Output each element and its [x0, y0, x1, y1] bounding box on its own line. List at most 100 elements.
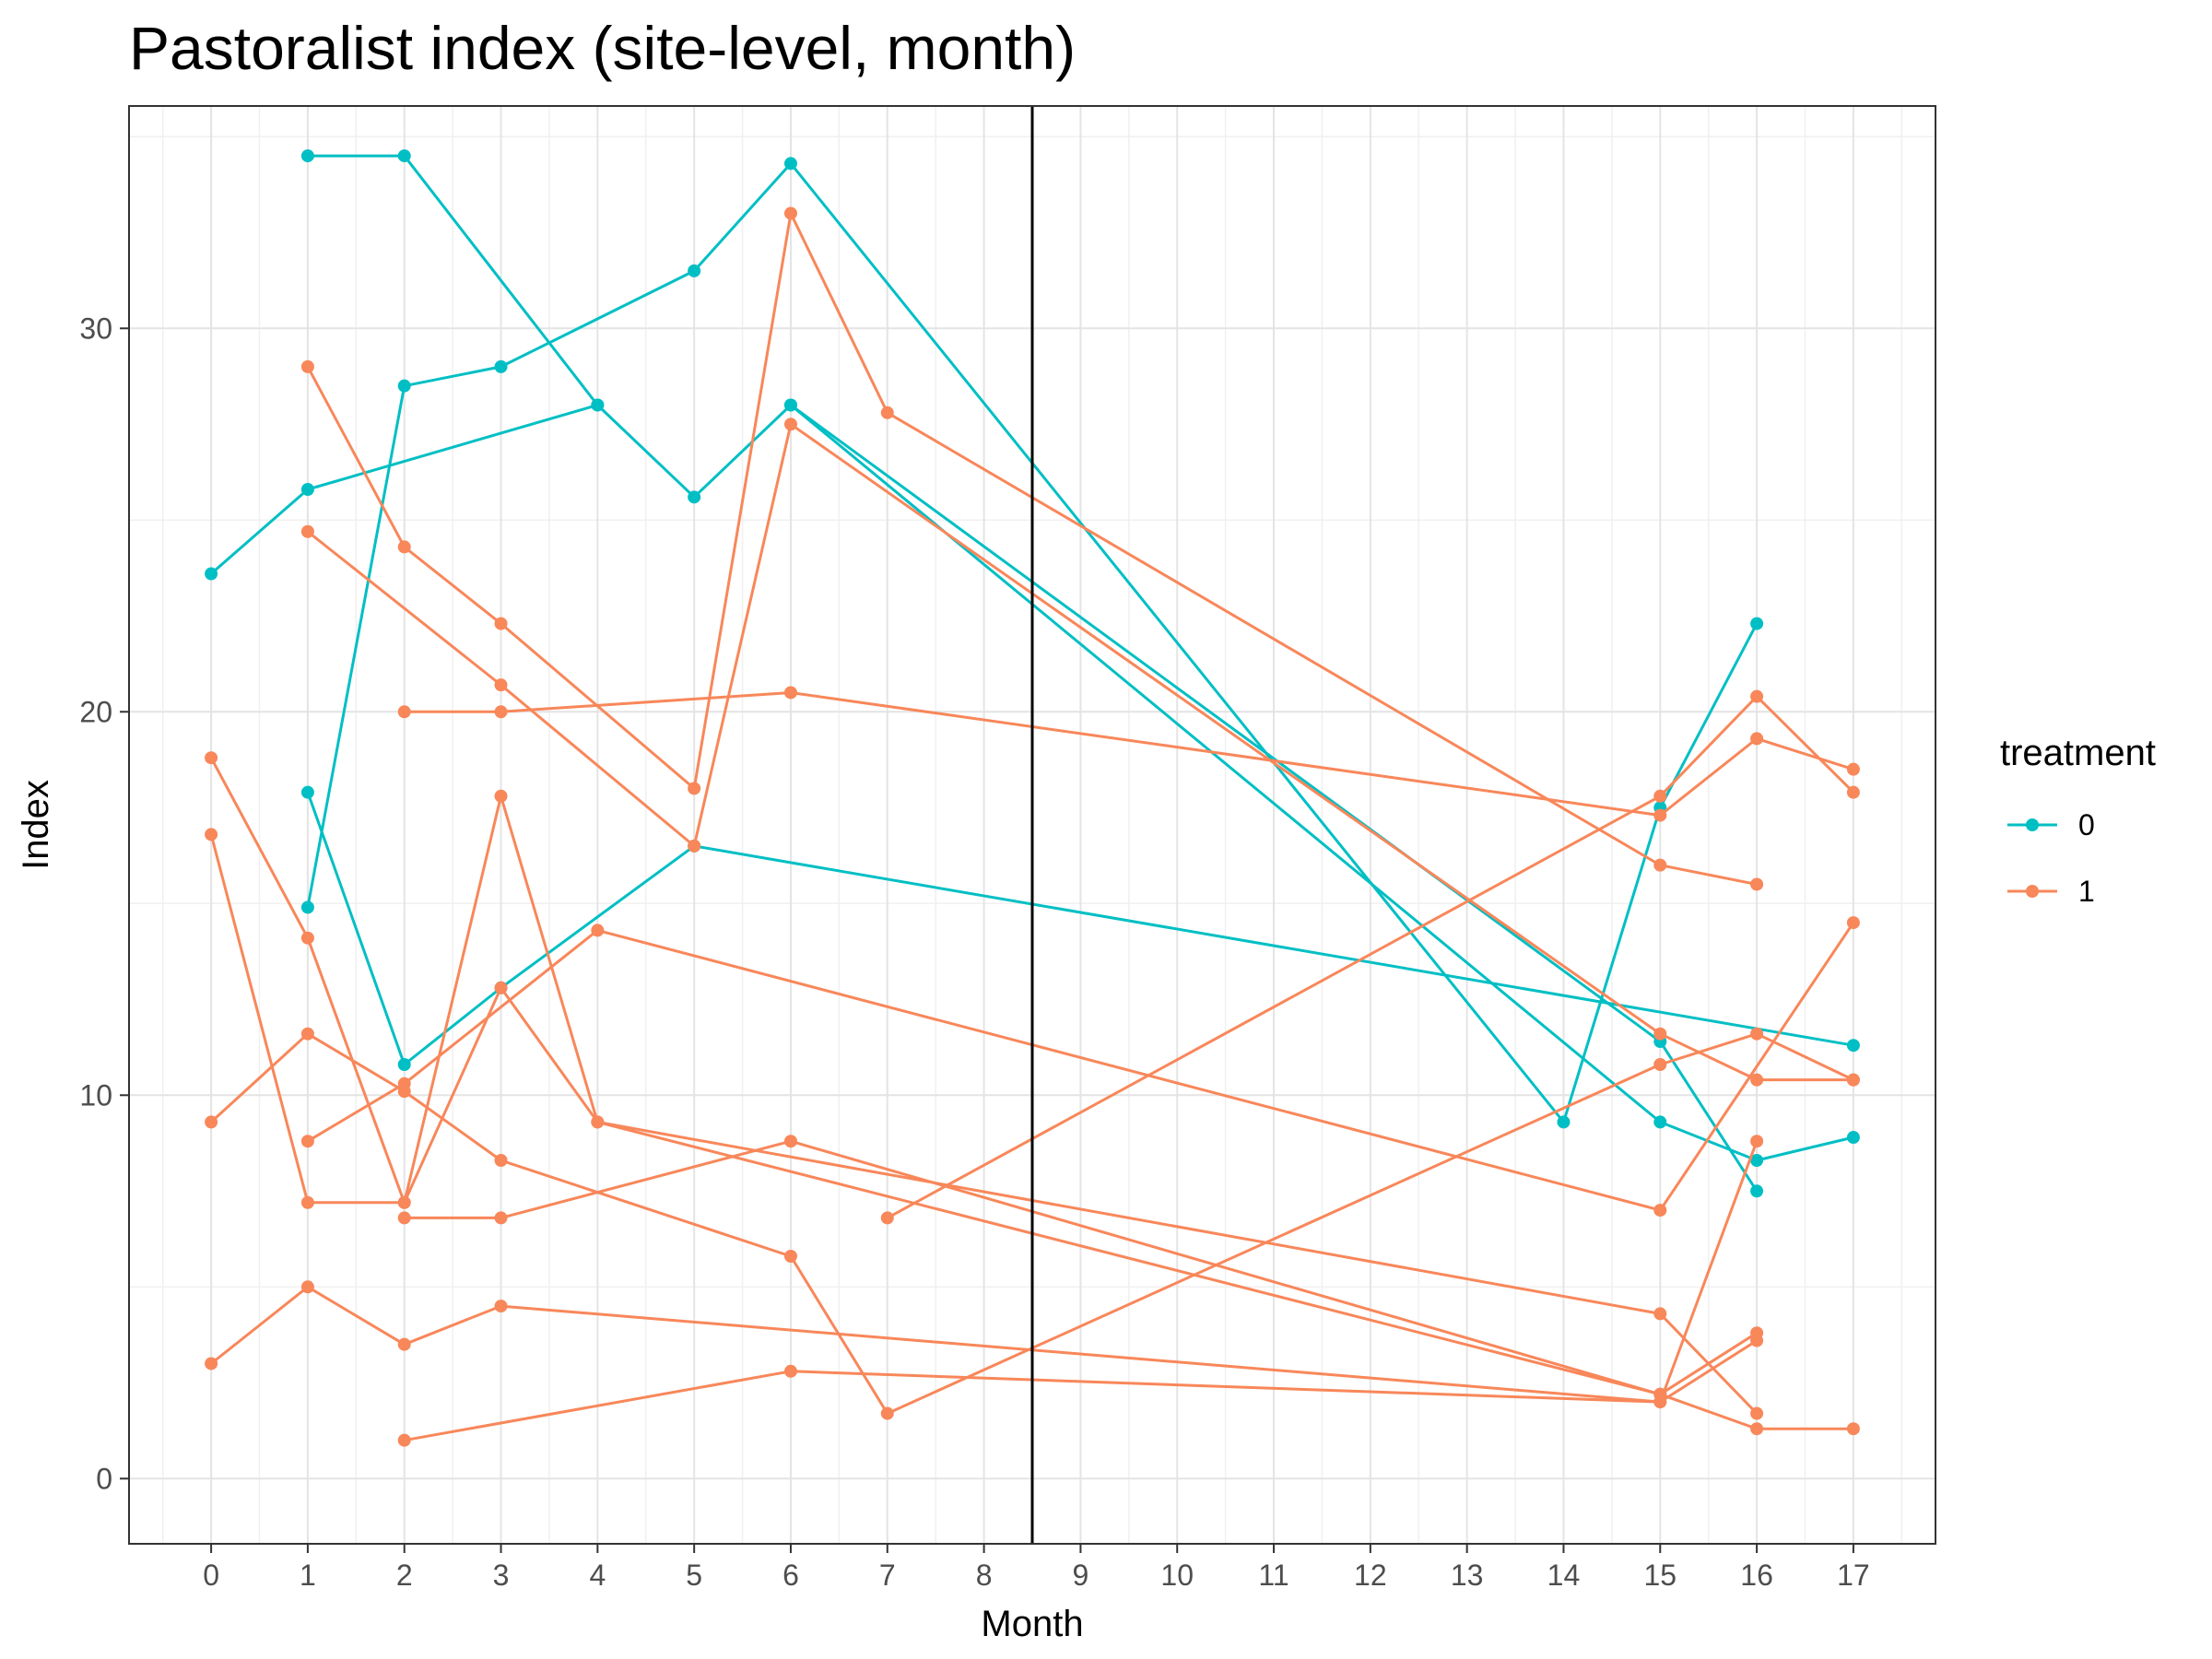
data-point	[300, 524, 314, 538]
data-point	[1653, 789, 1667, 803]
data-point	[205, 1357, 218, 1371]
data-point	[1846, 762, 1860, 776]
data-point	[397, 1058, 411, 1071]
x-tick-label: 13	[1451, 1559, 1484, 1592]
legend-entry-1: 1	[2007, 875, 2095, 908]
data-point	[300, 785, 314, 799]
data-point	[688, 839, 701, 853]
data-point	[397, 1077, 411, 1090]
data-point	[300, 359, 314, 373]
series-5	[783, 398, 1860, 1167]
data-point	[880, 1406, 894, 1420]
data-point	[397, 1337, 411, 1351]
data-point	[1750, 1154, 1764, 1167]
y-tick-label: 30	[79, 312, 112, 345]
series-line	[210, 1285, 1758, 1404]
data-point	[494, 678, 508, 692]
data-point	[397, 149, 411, 163]
legend-entries: 01	[2007, 808, 2095, 908]
data-point	[494, 789, 508, 803]
x-axis: 0 1 2 3 4 5 6 7 8 9 10 11 12 13 14 15 16 17	[203, 1544, 1870, 1592]
data-point	[783, 418, 797, 431]
data-point	[494, 705, 508, 719]
data-point	[591, 924, 605, 937]
series-15	[397, 1135, 1764, 1447]
data-point	[397, 1195, 411, 1209]
data-point	[1653, 1115, 1667, 1129]
x-tick-label: 17	[1837, 1559, 1870, 1592]
data-point	[1750, 877, 1764, 891]
legend-key-point	[2026, 818, 2039, 831]
data-point	[1653, 1307, 1667, 1321]
series-line	[790, 404, 1854, 1162]
data-point	[1750, 1027, 1764, 1041]
x-tick-label: 14	[1547, 1559, 1581, 1592]
data-point	[880, 406, 894, 419]
x-tick-label: 11	[1258, 1559, 1288, 1592]
plot-border	[128, 105, 1936, 1545]
series-16	[880, 689, 1860, 1225]
legend: treatment 01	[2000, 733, 2156, 908]
y-tick-label: 20	[79, 695, 112, 728]
data-point	[300, 1027, 314, 1041]
data-point	[1750, 1406, 1764, 1420]
series-line	[306, 161, 1759, 1124]
data-point	[1750, 1334, 1764, 1347]
data-point	[1750, 1135, 1764, 1148]
data-point	[300, 931, 314, 945]
data-point	[494, 617, 508, 630]
data-point	[205, 567, 218, 581]
data-point	[1750, 732, 1764, 746]
x-tick-label: 5	[686, 1559, 702, 1592]
y-tick-label: 10	[79, 1078, 112, 1112]
y-axis: 0 10 20 30	[79, 312, 129, 1495]
data-point	[1750, 617, 1764, 630]
data-point	[1750, 1184, 1764, 1198]
x-tick-label: 15	[1643, 1559, 1677, 1592]
x-tick-label: 6	[782, 1559, 799, 1592]
data-point	[783, 398, 797, 412]
x-axis-title: Month	[981, 1604, 1083, 1644]
y-axis-title: Index	[16, 780, 56, 870]
data-point	[300, 900, 314, 914]
data-point	[300, 1195, 314, 1209]
data-point	[300, 149, 314, 163]
data-point	[1653, 808, 1667, 822]
data-point	[494, 1300, 508, 1313]
x-tick-label: 16	[1740, 1559, 1773, 1592]
x-tick-label: 9	[1073, 1559, 1089, 1592]
data-point	[1653, 1395, 1667, 1409]
chart-title: Pastoralist index (site-level, month)	[129, 14, 1076, 82]
y-tick-label: 0	[96, 1462, 112, 1495]
data-point	[1653, 1204, 1667, 1218]
data-point	[688, 264, 701, 277]
x-tick-label: 3	[493, 1559, 510, 1592]
data-point	[300, 1280, 314, 1294]
data-point	[1846, 1073, 1860, 1087]
data-point	[494, 1154, 508, 1167]
data-point	[205, 1115, 218, 1129]
legend-label: 0	[2078, 808, 2095, 841]
data-point	[397, 705, 411, 719]
series-line	[404, 691, 1854, 818]
data-point	[1653, 858, 1667, 872]
series-6	[300, 206, 1764, 891]
series-line	[404, 1140, 1759, 1442]
x-tick-label: 7	[879, 1559, 896, 1592]
data-point	[783, 1250, 797, 1263]
series-13	[397, 1135, 1860, 1436]
legend-label: 1	[2078, 875, 2095, 908]
data-point	[688, 490, 701, 504]
data-point	[1557, 1115, 1571, 1129]
data-point	[1846, 1422, 1860, 1436]
data-point	[783, 686, 797, 700]
series-12	[300, 916, 1860, 1218]
data-point	[1846, 1131, 1860, 1145]
data-point	[1653, 1058, 1667, 1071]
data-point	[591, 398, 605, 412]
x-tick-label: 4	[589, 1559, 606, 1592]
data-point	[1846, 916, 1860, 930]
data-point	[783, 157, 797, 171]
x-tick-label: 0	[203, 1559, 219, 1592]
